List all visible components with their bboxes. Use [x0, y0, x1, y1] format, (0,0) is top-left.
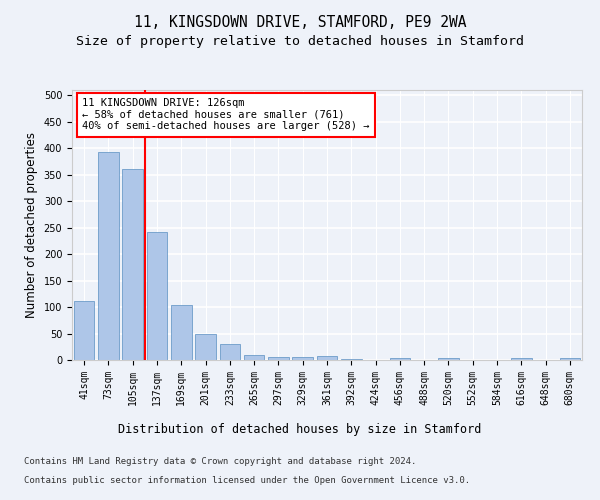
Text: 11, KINGSDOWN DRIVE, STAMFORD, PE9 2WA: 11, KINGSDOWN DRIVE, STAMFORD, PE9 2WA [134, 15, 466, 30]
Bar [146, 232, 167, 360]
Bar [560, 358, 580, 360]
Bar [292, 357, 313, 360]
Bar [171, 305, 191, 360]
Bar [244, 354, 265, 360]
Text: Size of property relative to detached houses in Stamford: Size of property relative to detached ho… [76, 35, 524, 48]
Text: 11 KINGSDOWN DRIVE: 126sqm
← 58% of detached houses are smaller (761)
40% of sem: 11 KINGSDOWN DRIVE: 126sqm ← 58% of deta… [82, 98, 370, 132]
Text: Contains public sector information licensed under the Open Government Licence v3: Contains public sector information licen… [24, 476, 470, 485]
Bar [220, 344, 240, 360]
Bar [389, 358, 410, 360]
Y-axis label: Number of detached properties: Number of detached properties [25, 132, 38, 318]
Text: Contains HM Land Registry data © Crown copyright and database right 2024.: Contains HM Land Registry data © Crown c… [24, 458, 416, 466]
Bar [341, 359, 362, 360]
Bar [268, 357, 289, 360]
Bar [317, 356, 337, 360]
Bar [438, 358, 459, 360]
Bar [98, 152, 119, 360]
Text: Distribution of detached houses by size in Stamford: Distribution of detached houses by size … [118, 422, 482, 436]
Bar [511, 358, 532, 360]
Bar [74, 301, 94, 360]
Bar [122, 169, 143, 360]
Bar [195, 334, 216, 360]
